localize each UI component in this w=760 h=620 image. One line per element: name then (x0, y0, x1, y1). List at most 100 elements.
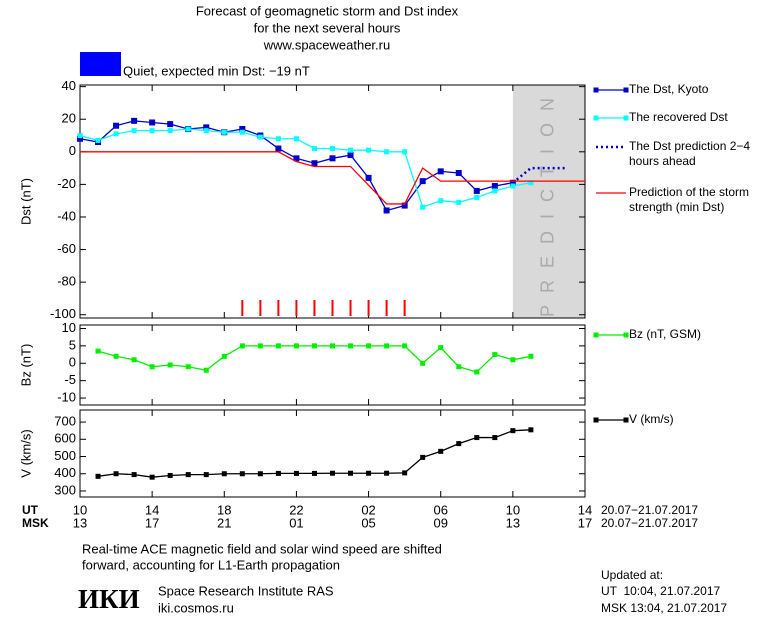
point (456, 441, 462, 447)
title: Forecast of geomagnetic storm and Dst in… (196, 3, 459, 18)
point (131, 472, 137, 478)
point (455, 169, 462, 176)
y-tick-label: 700 (54, 413, 76, 428)
point (330, 343, 335, 349)
y-tick-label: -60 (57, 241, 76, 256)
y-tick-label: 10 (62, 320, 76, 335)
updated-label: Updated at: (601, 568, 663, 582)
point (383, 207, 390, 214)
point (221, 471, 227, 477)
point (420, 454, 426, 460)
point (474, 369, 480, 375)
y-tick-label: 400 (54, 465, 76, 480)
x-tick-label: 22 (289, 502, 303, 517)
plot-frame (79, 84, 586, 319)
point (510, 357, 516, 363)
point (402, 470, 408, 476)
point (384, 149, 390, 155)
point (257, 134, 263, 140)
y-tick-label: 0 (69, 355, 76, 370)
point (492, 352, 498, 358)
point (347, 152, 354, 159)
point (77, 135, 83, 142)
y-axis-label: Bz (nT) (18, 344, 33, 387)
x2-tick-label: 13 (506, 515, 520, 530)
point (239, 471, 245, 477)
legend-label: Prediction of the storm strength (min Ds… (629, 185, 750, 214)
series-line (80, 151, 585, 205)
point (293, 470, 299, 476)
point (438, 448, 444, 454)
legend-swatch (593, 417, 599, 423)
point (491, 183, 498, 190)
point (401, 202, 408, 209)
point (167, 121, 174, 128)
legend-label: The recovered Dst (629, 110, 728, 124)
point (203, 367, 209, 373)
point (420, 360, 426, 366)
point (330, 470, 335, 476)
point (438, 345, 444, 351)
site: iki.cosmos.ru (158, 600, 234, 615)
point (293, 343, 299, 349)
point (473, 187, 480, 194)
point (510, 428, 516, 434)
y-tick-label: 300 (54, 482, 76, 497)
point (348, 343, 354, 349)
point (149, 474, 155, 480)
y-tick-label: -40 (57, 208, 76, 223)
legend-swatch (623, 417, 629, 423)
y-axis-label: Dst (nT) (18, 178, 33, 225)
legend-swatch (623, 332, 629, 338)
point (113, 122, 120, 129)
x-axis-label: UT (22, 503, 39, 517)
x2-tick-label: 05 (361, 515, 375, 530)
point (113, 471, 119, 477)
point (167, 472, 173, 478)
point (275, 470, 281, 476)
plot-frame (79, 324, 586, 406)
point (275, 136, 281, 142)
point (528, 353, 534, 359)
y-tick-label: 20 (62, 111, 76, 126)
point (239, 129, 245, 135)
point (365, 174, 372, 181)
legend-label: Bz (nT, GSM) (629, 327, 702, 341)
point (275, 145, 282, 152)
point (185, 364, 191, 370)
series-line (79, 120, 513, 212)
x2-axis-label: MSK (22, 516, 49, 530)
point (185, 126, 191, 132)
x-tick-label: 06 (433, 502, 447, 517)
point (311, 343, 317, 349)
point (311, 146, 317, 152)
point (203, 472, 209, 478)
series-line (97, 345, 532, 373)
x2-tick-label: 21 (217, 515, 231, 530)
logo: ИКИ (78, 584, 140, 614)
x-tick-label: 14 (578, 502, 592, 517)
point (528, 180, 534, 186)
note: forward, accounting for L1-Earth propaga… (82, 557, 340, 572)
point (474, 194, 480, 200)
y-tick-label: 500 (54, 448, 76, 463)
point (420, 204, 426, 210)
point (221, 353, 227, 359)
status-box (80, 52, 121, 76)
x-tick-label: 02 (361, 502, 375, 517)
point (131, 357, 137, 363)
point (329, 155, 336, 162)
point (348, 147, 354, 153)
x2-tick-label: 13 (73, 515, 87, 530)
title: www.spaceweather.ru (263, 37, 390, 52)
x-date: 20.07−21.07.2017 (601, 503, 698, 517)
legend-swatch (593, 115, 599, 121)
x2-tick-label: 17 (578, 515, 592, 530)
point (95, 473, 101, 479)
point (402, 343, 408, 349)
plot-frame (79, 409, 586, 498)
x2-date: 20.07−21.07.2017 (601, 516, 698, 530)
legend-swatch (593, 332, 599, 338)
y-tick-label: 0 (69, 143, 76, 158)
